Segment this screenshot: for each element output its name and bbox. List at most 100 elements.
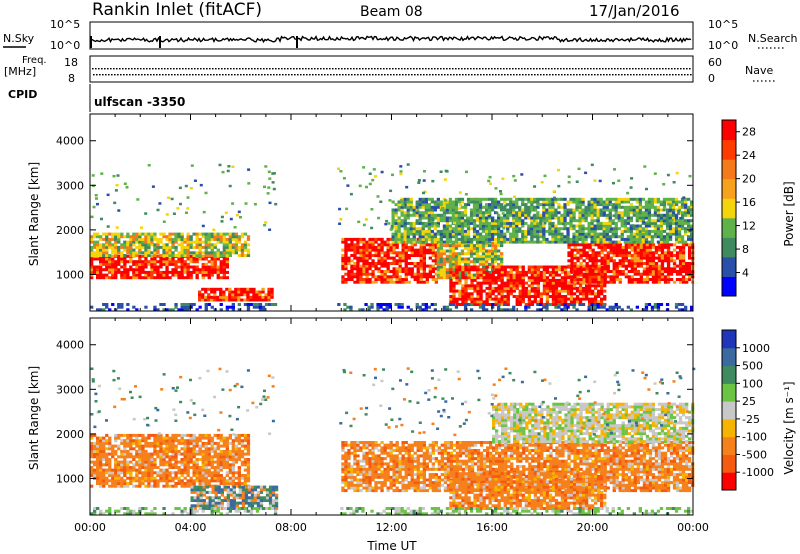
heatmap-cell — [626, 191, 630, 195]
heatmap-cell — [458, 292, 462, 296]
heatmap-cell — [425, 275, 429, 279]
heatmap-cell — [153, 232, 157, 236]
heatmap-cell — [512, 268, 516, 272]
heatmap-cell — [141, 268, 145, 272]
heatmap-cell — [424, 305, 428, 309]
heatmap-cell — [641, 219, 645, 223]
heatmap-cell — [216, 287, 220, 291]
freq-dot — [608, 68, 610, 70]
heatmap-cell — [554, 235, 558, 239]
heatmap-cell — [189, 254, 193, 258]
heatmap-cell — [117, 254, 121, 258]
heatmap-cell — [494, 270, 498, 274]
heatmap-cell — [454, 211, 459, 215]
heatmap-cell — [485, 276, 489, 280]
heatmap-cell — [243, 287, 247, 291]
nave-dot — [672, 74, 674, 76]
heatmap-cell — [410, 267, 414, 271]
heatmap-cell — [557, 168, 560, 172]
heatmap-cell — [596, 211, 600, 215]
heatmap-cell — [648, 248, 653, 252]
heatmap-cell — [560, 240, 564, 244]
heatmap-cell — [434, 251, 438, 255]
heatmap-cell — [102, 248, 106, 252]
heatmap-cell — [105, 257, 109, 261]
heatmap-cell — [388, 303, 392, 306]
heatmap-cell — [626, 213, 630, 217]
heatmap-cell — [612, 248, 616, 252]
heatmap-cell — [527, 229, 531, 233]
heatmap-cell — [588, 270, 592, 273]
heatmap-cell — [395, 267, 399, 271]
heatmap-cell — [663, 270, 668, 273]
heatmap-cell — [653, 172, 657, 175]
heatmap-cell — [688, 270, 692, 273]
heatmap-cell — [656, 229, 661, 233]
heatmap-cell — [536, 289, 540, 293]
heatmap-cell — [551, 208, 555, 212]
heatmap-cell — [524, 232, 528, 236]
heatmap-cell — [524, 303, 528, 306]
heatmap-cell — [666, 251, 671, 255]
heatmap-cell — [421, 227, 425, 231]
heatmap-cell — [428, 264, 432, 268]
heatmap-cell — [472, 237, 477, 241]
heatmap-cell — [147, 240, 151, 244]
heatmap-cell — [90, 237, 94, 241]
heatmap-cell — [563, 237, 567, 241]
heatmap-cell — [642, 251, 647, 255]
heatmap-cell — [114, 268, 118, 272]
heatmap-cell — [412, 237, 416, 241]
heatmap-cell — [416, 254, 420, 257]
heatmap-cell — [270, 287, 274, 291]
heatmap-cell — [403, 227, 407, 231]
heatmap-cell — [382, 303, 386, 306]
heatmap-cell — [129, 254, 133, 257]
heatmap-cell — [428, 248, 432, 252]
heatmap-cell — [481, 205, 486, 209]
heatmap-cell — [416, 237, 420, 241]
nave-dot — [345, 74, 347, 76]
heatmap-cell — [485, 224, 489, 228]
heatmap-cell — [445, 208, 450, 212]
heatmap-cell — [371, 264, 375, 268]
freq-dot — [113, 68, 115, 70]
heatmap-cell — [380, 262, 384, 265]
heatmap-cell — [93, 251, 97, 255]
heatmap-cell — [150, 260, 154, 264]
heatmap-cell — [404, 254, 408, 257]
heatmap-cell — [612, 264, 616, 268]
heatmap-cell — [578, 289, 583, 293]
heatmap-cell — [246, 305, 251, 309]
heatmap-cell — [397, 224, 401, 228]
heatmap-cell — [386, 270, 390, 273]
heatmap-cell — [530, 232, 534, 236]
heatmap-cell — [678, 254, 683, 257]
heatmap-cell — [356, 237, 360, 241]
heatmap-cell — [599, 232, 603, 236]
heatmap-cell — [594, 259, 598, 263]
heatmap-cell — [433, 224, 437, 228]
heatmap-cell — [515, 268, 519, 272]
heatmap-cell — [371, 280, 375, 284]
heatmap-cell — [614, 216, 618, 220]
heatmap-cell — [554, 295, 559, 298]
heatmap-cell — [168, 251, 172, 255]
heatmap-cell — [90, 245, 94, 249]
heatmap-cell — [687, 211, 691, 215]
freq-dot — [131, 68, 133, 70]
heatmap-cell — [488, 292, 492, 296]
heatmap-cell — [533, 229, 537, 233]
heatmap-cell — [542, 205, 546, 209]
heatmap-cell — [527, 205, 531, 209]
heatmap-cell — [481, 229, 486, 233]
heatmap-cell — [567, 175, 571, 178]
heatmap-cell — [377, 256, 381, 260]
heatmap-cell — [463, 205, 468, 209]
heatmap-cell — [497, 224, 501, 228]
heatmap-cell — [362, 278, 366, 281]
heatmap-cell — [472, 232, 477, 236]
heatmap-cell — [612, 245, 616, 249]
heatmap-cell — [153, 251, 157, 255]
heatmap-cell — [551, 205, 555, 209]
